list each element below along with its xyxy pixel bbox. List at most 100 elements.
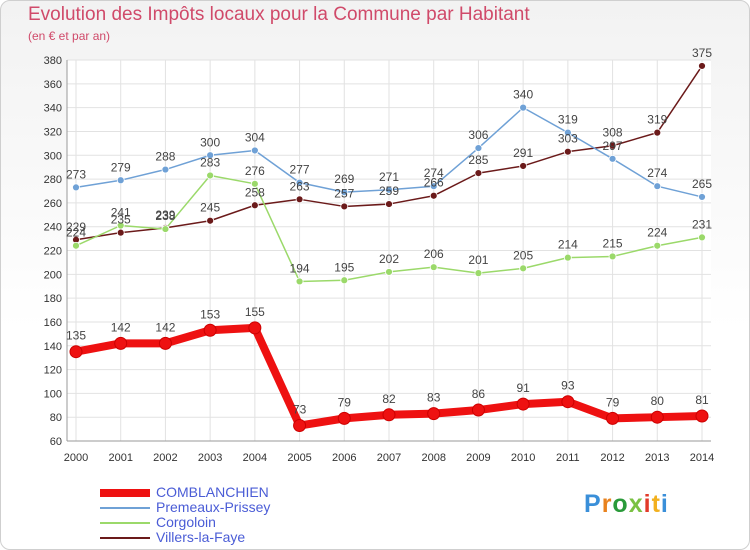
legend-label: Corgoloin [156, 514, 216, 530]
y-tick-label: 160 [44, 317, 62, 329]
data-point-premeaux-prissey [519, 103, 528, 112]
x-tick-label: 2000 [64, 452, 88, 464]
data-point-villers-la-faye [519, 162, 528, 170]
y-tick-label: 120 [44, 365, 62, 377]
y-tick-label: 260 [44, 198, 62, 210]
data-label-corgoloin: 238 [155, 209, 175, 223]
data-point-comblanchien [337, 411, 351, 425]
data-point-villers-la-faye [116, 228, 125, 237]
legend-item-villers-la-faye: Villers-la-Faye [100, 530, 270, 545]
data-label-premeaux-prissey: 265 [692, 177, 712, 191]
data-point-comblanchien [248, 321, 262, 335]
proxiti-logo: Proxiti [584, 490, 669, 519]
data-label-comblanchien: 73 [293, 403, 307, 417]
legend-item-premeaux-prissey: Premeaux-Prissey [100, 500, 270, 515]
data-point-corgoloin [161, 225, 170, 233]
legend-item-comblanchien: COMBLANCHIEN [100, 485, 270, 500]
x-tick-label: 2010 [511, 452, 535, 464]
data-point-premeaux-prissey [429, 182, 438, 191]
data-point-corgoloin [295, 277, 304, 286]
logo-letter: i [660, 490, 669, 518]
x-tick-label: 2013 [645, 452, 669, 464]
data-label-villers-la-faye: 258 [245, 185, 265, 199]
x-tick-label: 2011 [556, 452, 580, 464]
data-point-premeaux-prissey [385, 185, 393, 194]
x-tick-label: 2014 [690, 452, 714, 464]
data-label-corgoloin: 283 [200, 155, 220, 169]
y-tick-label: 340 [44, 103, 62, 115]
data-point-comblanchien [471, 403, 485, 417]
data-label-corgoloin: 214 [558, 238, 578, 252]
data-label-villers-la-faye: 303 [558, 132, 578, 146]
data-label-premeaux-prissey: 300 [200, 135, 220, 149]
data-point-comblanchien [69, 345, 83, 359]
data-point-corgoloin [608, 252, 617, 261]
data-point-comblanchien [114, 336, 128, 350]
data-label-comblanchien: 83 [427, 391, 441, 405]
data-point-premeaux-prissey [698, 193, 706, 201]
data-point-corgoloin [206, 171, 215, 180]
data-label-corgoloin: 224 [66, 226, 86, 240]
data-point-corgoloin [429, 263, 438, 272]
legend: COMBLANCHIEN Premeaux-Prissey Corgoloin Vil… [100, 485, 270, 545]
x-tick-label: 2007 [377, 452, 401, 464]
y-tick-label: 60 [50, 436, 62, 448]
data-point-comblanchien [650, 410, 664, 424]
data-point-villers-la-faye [206, 216, 215, 225]
data-label-villers-la-faye: 375 [692, 46, 712, 60]
data-label-premeaux-prissey: 277 [290, 163, 310, 177]
data-label-corgoloin: 241 [111, 205, 131, 219]
data-label-comblanchien: 81 [695, 393, 709, 407]
data-label-villers-la-faye: 239 [155, 208, 175, 222]
data-point-villers-la-faye [295, 195, 304, 204]
data-label-villers-la-faye: 285 [468, 153, 488, 167]
data-label-comblanchien: 93 [561, 379, 575, 393]
data-point-premeaux-prissey [72, 183, 80, 192]
x-tick-label: 2005 [287, 452, 311, 464]
data-point-premeaux-prissey [653, 182, 662, 191]
data-label-comblanchien: 142 [111, 320, 131, 334]
data-point-corgoloin [474, 269, 483, 278]
y-tick-label: 200 [44, 269, 62, 281]
data-labels: 229 235 239 245 258 263 257 259 266 285 291 303 308 3… [66, 46, 712, 417]
data-point-villers-la-faye [698, 62, 706, 70]
legend-swatch [100, 488, 150, 497]
legend-label: COMBLANCHIEN [156, 484, 269, 500]
data-point-corgoloin [250, 179, 259, 188]
data-point-villers-la-faye [474, 169, 483, 178]
data-point-villers-la-faye [385, 200, 393, 208]
data-label-premeaux-prissey: 274 [647, 166, 667, 180]
data-point-villers-la-faye [653, 128, 662, 137]
data-label-corgoloin: 224 [647, 226, 667, 240]
data-point-villers-la-faye [429, 191, 438, 200]
data-label-comblanchien: 155 [245, 305, 265, 319]
data-label-premeaux-prissey: 269 [334, 172, 354, 186]
data-label-villers-la-faye: 245 [200, 201, 220, 215]
data-point-comblanchien [158, 336, 172, 350]
x-tick-label: 2001 [108, 452, 132, 464]
y-tick-label: 360 [44, 79, 62, 91]
data-label-premeaux-prissey: 297 [603, 139, 623, 153]
data-label-comblanchien: 91 [516, 381, 530, 395]
data-label-corgoloin: 201 [468, 253, 488, 267]
y-tick-label: 140 [44, 341, 62, 353]
x-tick-label: 2002 [153, 452, 177, 464]
data-point-premeaux-prissey [250, 146, 259, 155]
data-label-comblanchien: 79 [338, 395, 352, 409]
data-point-premeaux-prissey [608, 154, 617, 163]
data-point-comblanchien [427, 407, 441, 421]
x-tick-label: 2012 [600, 452, 624, 464]
data-label-corgoloin: 206 [424, 247, 444, 261]
y-tick-label: 380 [44, 55, 62, 67]
chart-subtitle: (en € et par an) [28, 29, 111, 43]
logo-letter: t [651, 490, 661, 518]
series-lines [69, 62, 709, 433]
data-label-villers-la-faye: 308 [603, 126, 623, 140]
data-point-villers-la-faye [563, 147, 572, 156]
data-point-corgoloin [72, 241, 80, 250]
y-tick-label: 100 [44, 388, 62, 400]
y-tick-label: 280 [44, 174, 62, 186]
data-label-villers-la-faye: 229 [66, 220, 86, 234]
data-point-comblanchien [606, 411, 620, 425]
data-label-corgoloin: 231 [692, 217, 712, 231]
